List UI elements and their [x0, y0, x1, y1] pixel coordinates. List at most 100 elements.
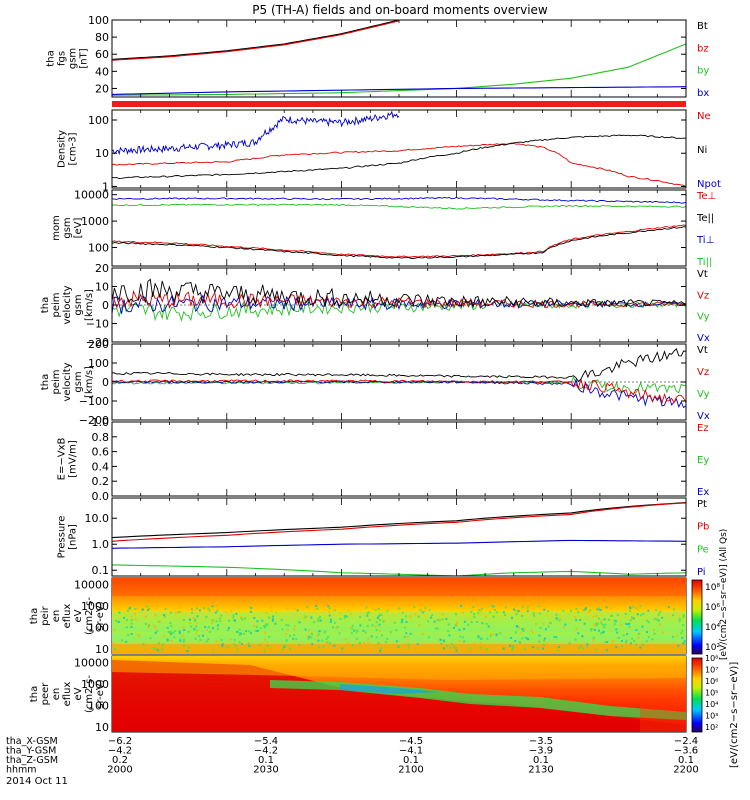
series-Te-line	[111, 224, 687, 258]
y-tick-label: 0.6	[92, 446, 110, 459]
y-tick-label: 20	[95, 82, 109, 95]
y-axis-label: [mV/m]	[68, 440, 79, 478]
panel-frame	[111, 109, 687, 189]
legend-item: Vx	[697, 333, 710, 344]
electron-colorbar	[691, 657, 703, 733]
y-axis-label: mom	[51, 215, 62, 241]
y-tick-label: 10	[95, 147, 109, 160]
legend-item: Vy	[697, 389, 710, 400]
colorbar-tick-label: 10⁴	[705, 700, 718, 709]
y-axis-label: sr-eV)	[95, 679, 106, 708]
colorbar-label-ion: [eV/(cm2−s−sr−eV)] (All Qs)	[719, 529, 729, 660]
y-axis-label: tha	[40, 297, 51, 313]
legend-item: Pe	[697, 544, 709, 555]
y-tick-label: 0	[102, 376, 109, 389]
series-Pi-line	[111, 539, 687, 549]
panel-5: 1.0 0.8 0.60.4 0.2 0.0 E=−VxB [mV/m] Ez Ey Ex	[57, 416, 710, 503]
x-axis-row-label: tha_Y-GSM	[6, 746, 56, 757]
legend-item: by	[697, 66, 709, 77]
y-tick-label: 60	[95, 48, 109, 61]
y-axis-label: velocity	[62, 362, 73, 401]
legend-item: Ex	[697, 487, 709, 498]
colorbar-tick-label: 10⁷	[705, 666, 718, 675]
y-tick-label: 40	[95, 65, 109, 78]
colorbar-tick-label: 10³	[705, 712, 718, 721]
y-tick-label: 10000	[74, 656, 109, 669]
y-tick-label: 100	[88, 622, 109, 635]
y-tick-label: 10000	[74, 578, 109, 591]
series-Vy-line	[111, 375, 687, 394]
legend-item: bz	[697, 43, 709, 54]
y-axis-label: E=−VxB	[57, 438, 68, 481]
y-axis-label: [km/s]	[84, 366, 95, 398]
y-axis-label: (cm2-s-	[84, 675, 95, 713]
y-tick-label: −100	[79, 395, 109, 408]
legend-item: Ti⊥	[696, 235, 714, 246]
legend-item: Pb	[697, 522, 709, 533]
x-axis-value: −2.4	[674, 736, 698, 747]
legend-item: Ne	[697, 111, 711, 122]
y-tick-label: 1.0	[92, 538, 110, 551]
colorbar-tick-label: 10⁴	[705, 623, 720, 633]
y-axis-label: gsm	[73, 371, 84, 392]
legend-item: Pt	[697, 499, 707, 510]
y-axis-label: peim	[51, 369, 62, 394]
legend-item: Te⊥	[696, 191, 716, 202]
x-axis-value: −3.9	[529, 746, 553, 757]
y-tick-label: 0.0	[92, 490, 110, 503]
series-Ne-line	[111, 142, 687, 188]
x-axis-value: −6.2	[108, 736, 132, 747]
panel-6: 0.1 1.0 10.0 Pressure [nPa] Pt Pb Pe Pi	[57, 497, 709, 578]
series-Pt-line	[111, 502, 687, 539]
series-Bt-line	[111, 19, 400, 60]
x-axis-value: 0.2	[112, 755, 128, 766]
x-axis-value: 0.1	[258, 755, 274, 766]
legend-item: Npot	[697, 179, 721, 190]
x-axis-row-label: hhmm	[6, 765, 37, 776]
y-tick-label: 20	[95, 262, 109, 275]
legend-item: Pi	[697, 567, 706, 578]
colorbar-tick-label: 10²	[705, 643, 720, 653]
series-by-line	[111, 43, 687, 96]
y-axis-label: en	[51, 688, 62, 701]
y-axis-label: gsm	[68, 48, 79, 69]
y-axis-label: fgs	[57, 51, 68, 66]
y-axis-label: tha	[46, 50, 57, 66]
y-tick-label: 1000	[81, 215, 109, 228]
y-tick-label: −10	[86, 318, 109, 331]
y-axis-label: tha	[29, 608, 40, 624]
series-Ti-line	[111, 203, 687, 210]
legend-item: Bt	[697, 21, 708, 32]
y-axis-label: [km/s]	[84, 289, 95, 321]
y-tick-label: 0.4	[92, 460, 110, 473]
series-Ti-line	[111, 196, 687, 204]
y-axis-label: peir	[40, 605, 51, 625]
y-axis-label: gsm	[73, 294, 84, 315]
series-Pb-line	[111, 502, 687, 542]
y-axis-label: velocity	[62, 285, 73, 324]
y-tick-label: 0.8	[92, 431, 110, 444]
legend-item: Te||	[696, 213, 714, 224]
x-axis-value: −4.5	[399, 736, 423, 747]
colorbar-tick-label: 10⁸	[705, 583, 720, 593]
series-Ni-line	[111, 134, 687, 179]
y-axis-label: eV	[73, 609, 84, 622]
plot-title: P5 (TH-A) fields and on-board moments ov…	[252, 3, 548, 17]
series-Vz-line	[111, 378, 687, 405]
x-axis-value: 2100	[398, 765, 423, 776]
legend-item: Vz	[697, 290, 709, 301]
x-axis-value: 2200	[673, 765, 698, 776]
y-tick-label: 10000	[74, 189, 109, 202]
y-axis-label: eflux	[62, 682, 73, 707]
x-axis-row-label: tha_Z-GSM	[6, 755, 58, 766]
y-tick-label: 0.2	[92, 475, 110, 488]
y-tick-label: 10.0	[85, 512, 110, 525]
y-tick-label: −20	[86, 336, 109, 349]
y-tick-label: 0	[102, 299, 109, 312]
y-tick-label: 1000	[81, 678, 109, 691]
y-axis-label: Pressure	[57, 516, 68, 559]
x-axis-value: −4.2	[108, 746, 132, 757]
y-axis-label: [cm-3]	[68, 132, 79, 165]
panel-frame	[111, 189, 687, 267]
